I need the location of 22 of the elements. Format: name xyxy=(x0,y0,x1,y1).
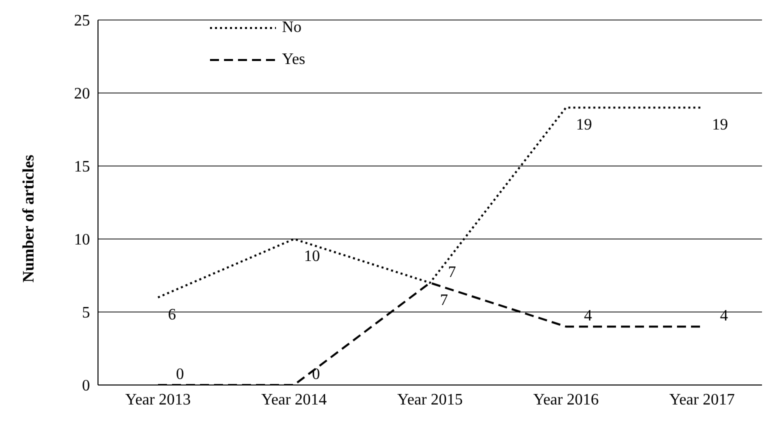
y-tick-label: 0 xyxy=(82,378,90,395)
x-tick-label: Year 2017 xyxy=(669,391,735,408)
x-tick-label: Year 2014 xyxy=(261,391,327,408)
data-label: 19 xyxy=(712,116,728,134)
x-tick-label: Year 2016 xyxy=(533,391,599,408)
data-label: 4 xyxy=(720,308,728,325)
y-axis-title: Number of articles xyxy=(20,154,38,282)
y-tick-label: 25 xyxy=(74,12,90,30)
y-tick-label: 15 xyxy=(74,158,90,176)
data-label: 0 xyxy=(176,366,184,383)
data-label: 10 xyxy=(304,248,320,265)
y-tick-label: 10 xyxy=(74,232,90,249)
data-label: 7 xyxy=(448,264,456,281)
y-tick-label: 5 xyxy=(82,304,90,322)
legend-label: Yes xyxy=(282,51,306,69)
legend-label: No xyxy=(282,19,302,37)
data-label: 4 xyxy=(584,308,592,325)
y-tick-label: 20 xyxy=(74,86,90,103)
x-tick-label: Year 2015 xyxy=(397,391,463,408)
data-label: 19 xyxy=(576,116,592,134)
x-tick-label: Year 2013 xyxy=(125,391,191,408)
data-label: 7 xyxy=(440,292,448,309)
